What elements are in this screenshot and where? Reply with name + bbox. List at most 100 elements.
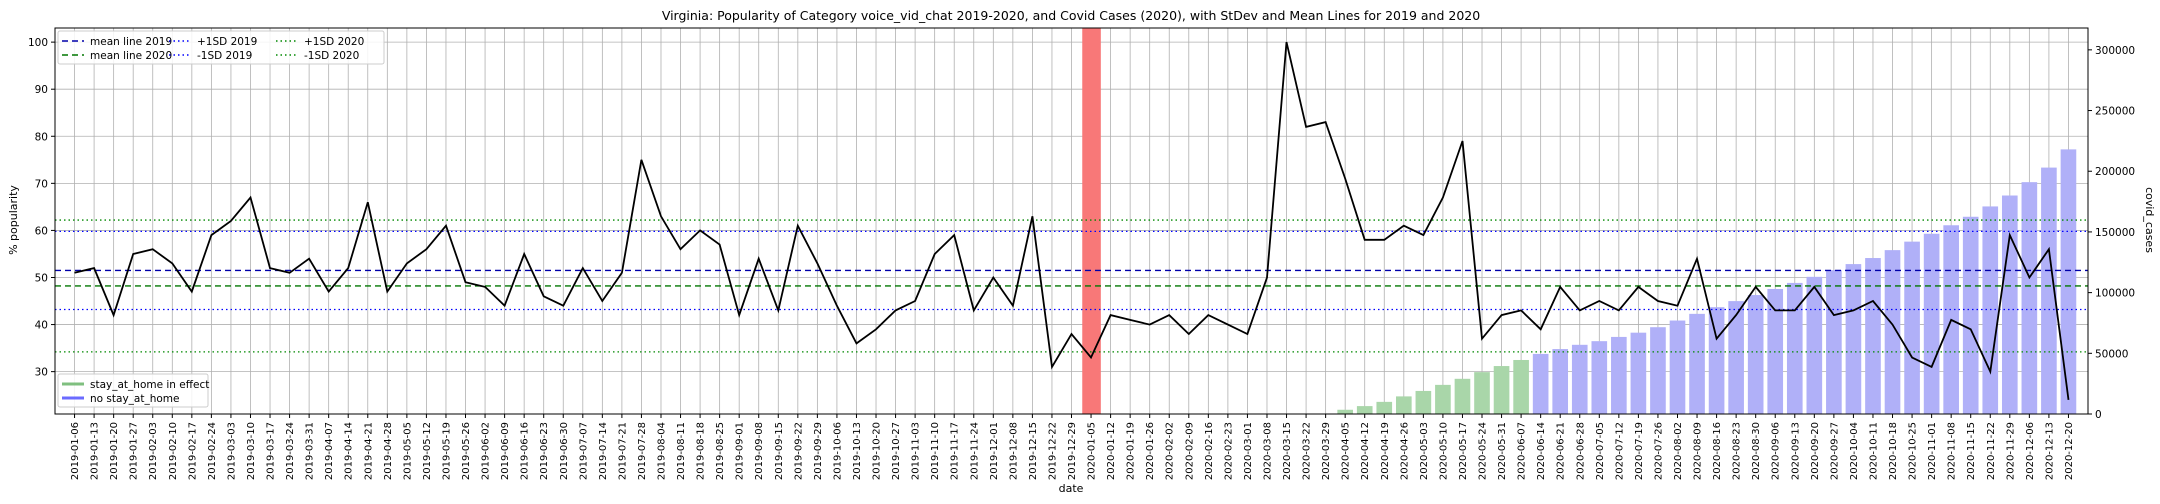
- covid-bar: [1571, 344, 1588, 414]
- covid-bar: [2021, 182, 2038, 414]
- x-tick-label: 2019-10-13: [852, 422, 863, 480]
- x-tick-label: 2020-03-15: [1282, 422, 1293, 480]
- covid-bar: [2001, 195, 2018, 414]
- highlight-band: [1082, 28, 1101, 414]
- highlight-week-band: [1082, 28, 1101, 414]
- x-tick-label: 2019-02-24: [207, 422, 218, 480]
- covid-bar: [1884, 250, 1901, 414]
- legend-top-label: -1SD 2020: [304, 50, 359, 62]
- x-tick-label: 2020-05-31: [1497, 422, 1508, 480]
- y-axis-right: 0 50000 100000 150000 200000 250000 300000: [2088, 45, 2135, 421]
- x-tick-label: 2019-01-13: [90, 422, 101, 480]
- x-tick-label: 2019-07-28: [637, 422, 648, 480]
- x-tick-label: 2019-07-21: [617, 422, 628, 480]
- y2-axis-label: covid_cases: [2143, 187, 2156, 253]
- x-tick-label: 2020-05-03: [1419, 422, 1430, 480]
- x-tick-label: 2019-09-22: [793, 422, 804, 480]
- covid-bar: [1806, 276, 1823, 414]
- x-tick-label: 2019-12-01: [989, 422, 1000, 480]
- legend-top-label: mean line 2019: [90, 36, 172, 48]
- grid: [55, 28, 2088, 414]
- y2-tick-label: 50000: [2095, 348, 2128, 360]
- x-tick-label: 2020-09-13: [1790, 422, 1801, 480]
- x-tick-label: 2019-06-30: [559, 422, 570, 480]
- y-tick-label: 60: [35, 225, 48, 237]
- x-tick-label: 2019-08-04: [656, 422, 667, 480]
- x-tick-label: 2020-02-09: [1184, 422, 1195, 480]
- x-tick-label: 2020-11-15: [1966, 422, 1977, 480]
- x-tick-label: 2019-12-29: [1067, 422, 1078, 480]
- x-tick-label: 2019-08-25: [715, 422, 726, 480]
- x-tick-label: 2020-02-02: [1165, 422, 1176, 480]
- y2-tick-label: 0: [2095, 409, 2102, 421]
- covid-bar: [1923, 233, 1940, 414]
- covid-bar: [1552, 349, 1569, 414]
- x-tick-label: 2020-02-23: [1223, 422, 1234, 480]
- x-tick-label: 2019-06-23: [539, 422, 550, 480]
- covid-bar: [1493, 366, 1510, 414]
- x-tick-label: 2020-09-06: [1771, 422, 1782, 480]
- x-tick-label: 2020-04-19: [1380, 422, 1391, 480]
- covid-bar: [1708, 307, 1725, 414]
- x-axis: 2019-01-06 2019-01-13 2019-01-20 2019-01-27…: [70, 414, 2075, 480]
- covid-bar: [1435, 384, 1451, 414]
- x-tick-label: 2019-05-05: [402, 422, 413, 480]
- y-tick-label: 30: [35, 367, 48, 379]
- y2-tick-label: 150000: [2095, 227, 2135, 239]
- covid-bar: [1689, 313, 1705, 414]
- x-tick-label: 2019-04-07: [324, 422, 335, 480]
- x-tick-label: 2020-09-20: [1810, 422, 1821, 480]
- x-tick-label: 2020-08-16: [1712, 422, 1723, 480]
- x-tick-label: 2020-08-02: [1673, 422, 1684, 480]
- x-tick-label: 2019-02-17: [187, 422, 198, 480]
- x-tick-label: 2020-01-19: [1126, 422, 1137, 480]
- legend-bottom: stay_at_home in effect no stay_at_home: [57, 373, 209, 408]
- covid-bar: [1513, 359, 1529, 414]
- covid-bar: [1415, 390, 1432, 414]
- covid-bars: [1337, 149, 2077, 414]
- y2-tick-label: 200000: [2095, 166, 2135, 178]
- x-tick-label: 2020-12-06: [2025, 422, 2036, 480]
- x-tick-label: 2019-05-12: [422, 422, 433, 480]
- x-tick-label: 2019-12-22: [1047, 422, 1058, 480]
- x-tick-label: 2020-07-19: [1634, 422, 1645, 480]
- covid-bar: [1591, 341, 1608, 414]
- legend-bottom-label: no stay_at_home: [90, 393, 179, 405]
- x-tick-label: 2019-10-20: [872, 422, 883, 480]
- x-tick-label: 2019-12-08: [1008, 422, 1019, 480]
- x-tick-label: 2019-11-10: [930, 422, 941, 480]
- x-tick-label: 2019-03-03: [226, 422, 237, 480]
- covid-bar: [1845, 264, 1862, 414]
- x-tick-label: 2019-11-17: [950, 422, 961, 480]
- x-tick-label: 2019-02-10: [168, 422, 179, 480]
- chart-title: Virginia: Popularity of Category voice_v…: [662, 8, 1480, 23]
- x-axis-label: date: [1059, 482, 1084, 495]
- x-tick-label: 2020-09-27: [1829, 422, 1840, 480]
- x-tick-label: 2020-06-21: [1556, 422, 1567, 480]
- y-tick-label: 100: [28, 37, 48, 49]
- x-tick-label: 2020-10-18: [1888, 422, 1899, 480]
- x-tick-label: 2020-08-30: [1751, 422, 1762, 480]
- x-tick-label: 2020-07-05: [1595, 422, 1606, 480]
- legend-top: mean line 2019 mean line 2020 +1SD 2019 -1S…: [57, 30, 385, 65]
- x-tick-label: 2020-08-23: [1732, 422, 1743, 480]
- covid-bar: [1865, 258, 1881, 414]
- x-tick-label: 2019-11-03: [911, 422, 922, 480]
- x-tick-label: 2020-03-29: [1321, 422, 1332, 480]
- x-tick-label: 2019-03-17: [266, 422, 277, 480]
- x-tick-label: 2019-06-16: [520, 422, 531, 480]
- x-tick-label: 2019-09-08: [754, 422, 765, 480]
- x-tick-label: 2020-03-22: [1302, 422, 1313, 480]
- x-tick-label: 2020-12-20: [2064, 422, 2075, 480]
- covid-bar: [1630, 332, 1647, 414]
- covid-bar: [1611, 336, 1627, 414]
- legend-bottom-box: [57, 373, 209, 408]
- x-tick-label: 2020-10-25: [1908, 422, 1919, 480]
- covid-bar: [2060, 149, 2077, 414]
- x-tick-label: 2020-11-08: [1947, 422, 1958, 480]
- x-tick-label: 2020-05-17: [1458, 422, 1469, 480]
- x-tick-label: 2019-06-02: [481, 422, 492, 480]
- x-tick-label: 2020-07-12: [1614, 422, 1625, 480]
- y2-tick-label: 300000: [2095, 45, 2135, 57]
- y-tick-label: 90: [35, 84, 48, 96]
